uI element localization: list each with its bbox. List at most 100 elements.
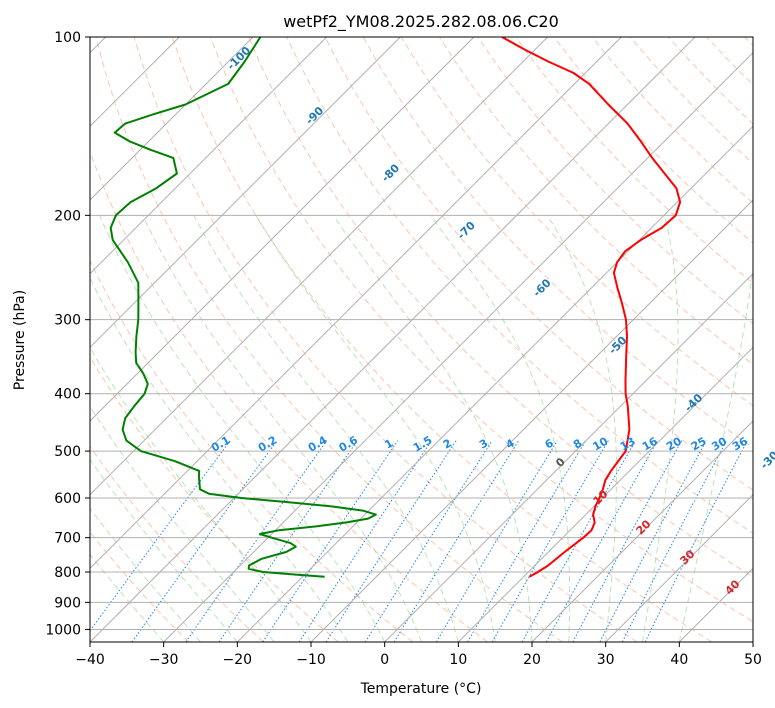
isotherm-gridline — [605, 493, 753, 642]
mixing-ratio-label: 4 — [504, 436, 517, 451]
mixing-ratio-label: 2 — [441, 437, 454, 452]
moist-adiabat-label: 10 — [591, 487, 611, 507]
mixing-ratio-line — [467, 440, 587, 642]
x-tick-label: 20 — [523, 652, 541, 668]
y-tick-label: 800 — [54, 565, 81, 581]
y-tick-label: 400 — [54, 387, 81, 403]
moist-adiabat-label: 40 — [723, 577, 743, 597]
mixing-ratio-line — [262, 440, 399, 642]
x-tick-label: 50 — [744, 652, 762, 668]
moist-adiabat-label: 20 — [634, 517, 654, 537]
isotherm-gridline — [90, 37, 328, 275]
y-tick-label: 500 — [54, 444, 81, 460]
dry-adiabat — [324, 37, 753, 491]
profile-line-0 — [501, 37, 682, 578]
dry-adiabat — [515, 37, 753, 284]
dry-adiabat-label: -40 — [682, 391, 705, 414]
isotherm-gridline — [531, 420, 753, 642]
chart-title: wetPf2_YM08.2025.282.08.06.C20 — [283, 12, 559, 32]
moist-adiabat-label: 30 — [678, 547, 698, 567]
moist-adiabat — [332, 215, 533, 642]
isotherm-gridline — [90, 37, 622, 570]
dry-adiabat — [210, 37, 753, 623]
isotherm-gridline — [384, 272, 753, 642]
y-axis-label: Pressure (hPa) — [12, 290, 28, 390]
x-tick-label: −10 — [296, 652, 326, 668]
dry-adiabat — [90, 531, 190, 642]
mixing-ratio-line — [364, 440, 493, 642]
y-tick-label: 1000 — [45, 622, 81, 638]
y-tick-label: 300 — [54, 313, 81, 329]
mixing-ratio-line — [90, 440, 231, 632]
y-tick-label: 900 — [54, 595, 81, 611]
dry-adiabat — [90, 150, 488, 642]
mixing-ratio-line — [621, 440, 728, 642]
moist-adiabat — [90, 346, 312, 642]
moist-adiabat — [547, 215, 617, 642]
x-tick-label: 40 — [670, 652, 688, 668]
moist-adiabat — [90, 458, 238, 642]
dry-adiabat — [248, 37, 753, 578]
y-tick-label: 100 — [54, 30, 81, 46]
mixing-ratio-line — [218, 440, 358, 642]
mixing-ratio-line — [185, 440, 328, 642]
isotherm-gridline — [678, 567, 753, 642]
isotherm-gridline — [752, 641, 753, 642]
x-tick-label: −30 — [149, 652, 179, 668]
mixing-ratio-line — [599, 440, 707, 642]
moist-adiabat — [678, 264, 753, 642]
moist-adiabat — [642, 215, 679, 642]
mixing-ratio-line — [572, 440, 683, 642]
moist-adiabat — [90, 277, 349, 642]
isotherm-gridline — [163, 51, 753, 642]
mixing-ratio-line — [131, 440, 278, 642]
mixing-ratio-line — [325, 440, 457, 642]
mixing-ratio-label: 6 — [543, 436, 556, 451]
moist-adiabat — [90, 507, 201, 642]
dry-adiabat — [133, 37, 638, 642]
dry-adiabat — [95, 37, 563, 642]
isotherm-gridline — [236, 125, 753, 642]
plot-frame — [89, 36, 754, 643]
dry-adiabat — [744, 37, 753, 47]
mixing-ratio-line — [435, 440, 558, 642]
dry-adiabat-label: -70 — [455, 219, 478, 242]
mixing-ratio-line — [298, 440, 432, 642]
mixing-ratio-line — [644, 440, 748, 642]
dry-adiabat — [171, 37, 712, 642]
profiles — [109, 37, 682, 578]
isotherm-gridline — [310, 199, 753, 642]
line-labels: -100-90-80-70-60-50-40-30-20-100.10.20.4… — [209, 44, 775, 598]
isotherm-gridline — [90, 37, 549, 496]
moist-adiabat — [430, 215, 571, 642]
y-axis: 100 200 300 400 500 600 700 800 900 1000 — [45, 30, 90, 638]
dry-adiabat — [90, 259, 414, 642]
isotherm-gridline — [90, 37, 254, 201]
dry-adiabat-label: -80 — [379, 161, 402, 184]
dry-adiabat — [553, 37, 753, 244]
x-tick-label: 30 — [597, 652, 615, 668]
dry-adiabat — [706, 37, 753, 86]
x-axis-label: Temperature (°C) — [360, 681, 482, 697]
x-tick-label: 0 — [380, 652, 389, 668]
x-axis: −40 −30 −20 −10 0 10 20 30 40 50 — [75, 642, 762, 668]
moist-adiabat — [193, 215, 459, 642]
isotherm-gridline — [90, 37, 696, 642]
profile-line-1 — [109, 37, 377, 578]
dry-adiabat — [286, 37, 753, 534]
dry-adiabat-label: -60 — [530, 276, 553, 299]
isotherm-gridline — [457, 346, 753, 642]
isotherm-gridline — [90, 37, 401, 349]
moist-adiabat — [90, 405, 275, 642]
x-tick-label: −20 — [223, 652, 253, 668]
x-tick-label: 10 — [449, 652, 467, 668]
moist-adiabat-label: 0 — [553, 455, 568, 470]
y-tick-label: 700 — [54, 531, 81, 547]
y-tick-label: 600 — [54, 491, 81, 507]
mixing-ratio-line — [491, 440, 609, 642]
y-tick-label: 200 — [54, 208, 81, 224]
dry-adiabat-label: -30 — [758, 448, 775, 471]
dry-adiabat — [90, 445, 264, 642]
background-lines — [90, 37, 753, 642]
